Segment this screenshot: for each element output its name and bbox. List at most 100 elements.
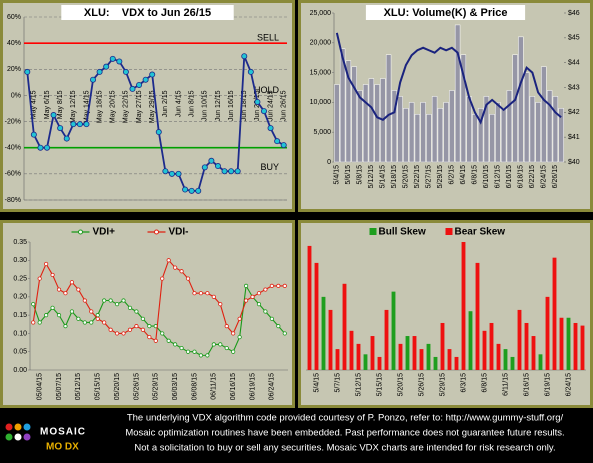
panel-background [298,220,593,408]
data-point [134,309,139,314]
data-point [201,164,208,171]
data-point [153,338,158,343]
bar [342,283,347,370]
data-point [82,298,87,303]
x-tick-label: May 27/15 [136,90,143,123]
data-point [185,276,191,281]
logo: MOSAIC MO DX [5,423,85,453]
annotation-label: HOLD [254,85,280,95]
y-tick-label: -40% [5,145,21,152]
x-tick-label: 6/26/15 [552,165,559,188]
data-point [267,125,274,132]
chart-title: XLU: Volume(K) & Price [384,7,508,19]
data-point [121,298,126,303]
bar [559,317,564,370]
data-point [134,324,139,329]
data-point [243,298,249,303]
logo-dot [23,433,31,441]
data-point [221,168,228,175]
data-point [63,135,70,142]
data-point [224,324,229,329]
data-point [182,186,189,193]
logo-subtext: MO DX [46,442,79,453]
data-point [31,302,36,307]
data-point [179,269,184,274]
data-point [149,71,156,78]
bar [314,262,319,370]
legend-label: Bull Skew [379,227,426,238]
data-point [198,291,204,296]
data-point [211,294,216,299]
bar [506,90,513,163]
chart-title: XLU: VDX to Jun 26/15 [84,7,211,19]
bar [443,102,449,163]
data-point [192,291,197,296]
x-tick-label: Jun 22/15 [254,90,261,121]
x-tick-label: 5/7/15 [334,373,341,393]
data-point [57,125,64,132]
x-tick-label: May 29/15 [149,90,156,123]
data-point [109,55,116,62]
bar [500,108,507,163]
legend-label: Bear Skew [455,227,506,238]
data-point [224,345,229,351]
data-point [116,58,123,65]
x-tick-label: 06/24/15 [269,373,276,400]
x-tick-label: 5/14/15 [380,165,387,188]
data-point [274,138,281,145]
data-point [166,338,171,343]
y-tick-label: 0% [11,92,21,99]
data-point [254,98,261,105]
data-point [282,283,287,288]
y-tick-label: 25,000 [310,10,332,17]
y-tick-label: -20% [5,118,21,125]
footer-line: The underlying VDX algorithm code provid… [127,413,564,424]
data-point [218,342,223,347]
bar [523,72,530,163]
y-tick-label: 0 [327,159,331,166]
data-point [44,313,49,318]
data-point [108,298,113,303]
bar [345,60,352,163]
x-tick-label: 6/24/15 [541,165,548,188]
x-tick-label: Jun 18/15 [241,90,248,121]
x-tick-label: 6/8/15 [481,373,488,393]
data-point [237,316,242,321]
data-point [247,68,254,75]
bar [391,90,398,163]
x-tick-label: 06/08/15 [191,373,198,400]
bar [362,84,369,163]
bar [517,309,522,370]
data-point [69,280,75,285]
y2-tick-label: $40 [568,159,580,166]
bar [535,102,541,163]
logo-dot [23,423,31,431]
bar [374,84,380,163]
bar [385,54,392,163]
data-point [250,294,255,299]
x-tick-label: May 4/15 [31,90,38,119]
data-point [90,76,97,83]
x-tick-label: 6/10/15 [483,165,490,188]
data-point [50,272,55,278]
title-box [365,5,526,20]
bar [419,349,424,370]
data-point [160,331,165,336]
bar [363,354,368,370]
data-point [211,342,216,347]
series-line [335,32,562,125]
bar [573,322,578,370]
data-point [127,305,133,310]
x-tick-label: May 8/15 [57,90,64,119]
data-point [142,76,149,83]
footer-line: Mosaic optimization routines have been e… [125,428,564,439]
x-tick-label: 6/16/15 [506,165,513,188]
data-point [129,85,136,92]
x-tick-label: May 22/15 [123,90,130,123]
data-point [173,342,178,347]
x-tick-label: May 14/15 [83,90,90,123]
data-point [147,324,152,329]
bar [433,356,438,370]
bar [339,48,346,163]
x-tick-label: 06/11/15 [211,373,218,400]
